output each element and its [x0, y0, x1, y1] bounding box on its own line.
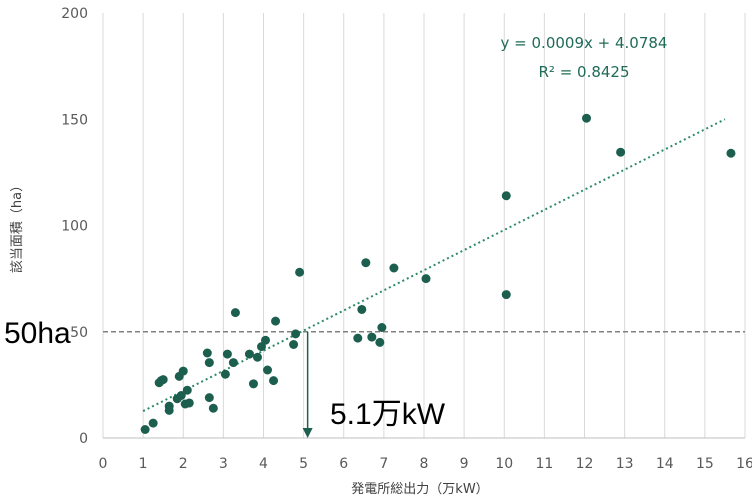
threshold-label: 50ha: [4, 317, 71, 350]
grid: [102, 13, 746, 438]
data-point: [501, 191, 511, 201]
x-axis-title: 発電所総出力（万kW）: [351, 482, 488, 497]
x-tick-label: 7: [379, 456, 388, 472]
data-points: [140, 113, 736, 434]
data-point: [248, 379, 258, 389]
data-point: [389, 263, 399, 273]
y-tick-label: 100: [61, 219, 88, 235]
x-tick-label: 14: [656, 456, 674, 472]
y-axis-ticks: 0 50 100 150 200: [61, 6, 88, 447]
y-tick-label: 150: [61, 112, 88, 128]
data-point: [271, 316, 281, 326]
x-tick-label: 12: [576, 456, 594, 472]
data-point: [357, 304, 367, 314]
data-point: [140, 425, 150, 434]
data-point: [164, 401, 174, 411]
data-point: [353, 333, 363, 343]
data-point: [375, 337, 385, 347]
x-tick-label: 9: [460, 456, 469, 472]
target-arrow-head: [302, 428, 313, 438]
data-point: [261, 335, 271, 345]
data-point: [421, 274, 431, 284]
data-point: [244, 349, 254, 359]
x-tick-label: 3: [219, 456, 228, 472]
x-tick-label: 6: [339, 456, 348, 472]
data-point: [204, 393, 214, 403]
x-tick-label: 15: [696, 456, 714, 472]
x-tick-label: 0: [99, 456, 108, 472]
data-point: [158, 375, 168, 385]
y-axis-title: 該当面積（ha）: [9, 179, 25, 273]
data-point: [289, 340, 299, 349]
data-point: [361, 258, 371, 268]
data-point: [295, 267, 305, 277]
x-axis-ticks: 0 1 2 3 4 5 6 7 8 9 10 11 12 13 14 15 16: [99, 456, 752, 472]
data-point: [582, 113, 592, 123]
x-tick-label: 4: [259, 456, 268, 472]
data-point: [148, 418, 158, 428]
y-tick-label: 200: [61, 6, 88, 22]
x-tick-label: 1: [139, 456, 148, 472]
x-tick-label: 2: [179, 456, 188, 472]
x-tick-label: 10: [495, 456, 513, 472]
data-point: [220, 369, 230, 379]
trendline: [142, 118, 726, 412]
data-point: [377, 323, 387, 332]
trendline-equation: y = 0.0009x + 4.0784: [501, 34, 668, 52]
data-point: [176, 391, 186, 400]
data-point: [178, 366, 188, 376]
data-point: [616, 147, 626, 157]
data-point: [184, 398, 194, 408]
data-point: [367, 332, 377, 342]
x-tick-label: 13: [616, 456, 634, 472]
data-point: [291, 329, 301, 339]
data-point: [228, 358, 238, 368]
data-point: [222, 349, 232, 359]
y-tick-label: 0: [79, 431, 88, 447]
x-tick-label: 5: [299, 456, 308, 472]
data-point: [263, 365, 273, 375]
x-tick-label: 16: [736, 456, 752, 472]
data-point: [501, 290, 511, 300]
data-point: [252, 352, 262, 362]
data-point: [202, 348, 212, 358]
data-point: [726, 148, 736, 158]
data-point: [269, 376, 279, 386]
target-label: 5.1万kW: [330, 398, 446, 431]
data-point: [230, 308, 240, 318]
trendline-r-squared: R² = 0.8425: [538, 63, 629, 81]
data-point: [204, 358, 214, 368]
y-tick-label: 50: [70, 325, 88, 341]
data-point: [208, 403, 218, 413]
data-point: [182, 385, 192, 395]
x-tick-label: 11: [535, 456, 553, 472]
x-tick-label: 8: [420, 456, 429, 472]
